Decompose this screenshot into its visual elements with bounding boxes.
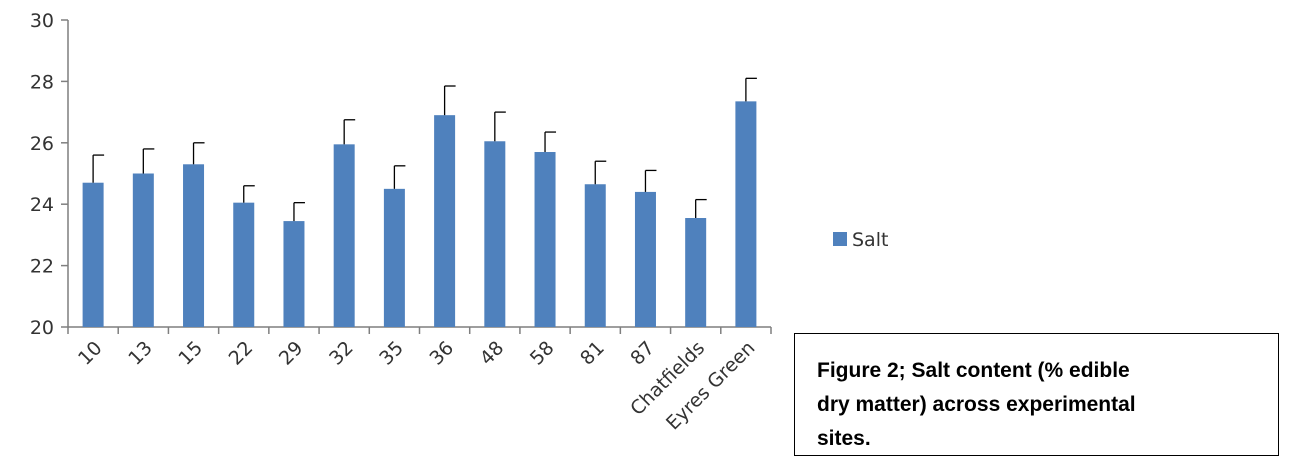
x-tick-label: 35 [375,337,408,370]
error-bars [92,77,757,222]
bar [685,218,707,327]
bar [484,141,506,327]
x-tick-label: 15 [174,337,207,370]
x-tick-label: 22 [225,337,258,370]
bar [183,164,205,327]
bar [383,188,405,327]
bar [132,173,154,327]
x-tick-label: 13 [124,337,157,370]
x-tick-label: 10 [74,337,107,370]
x-tick-label: 48 [476,337,509,370]
x-tick-label: 81 [576,337,609,370]
bar [735,101,757,327]
bar [434,115,456,327]
bar [333,144,355,327]
y-tick-label: 22 [30,256,54,278]
bar [534,152,556,327]
x-axis: 10 13 15 22 29 32 35 36 48 58 81 87ChatfieldsEyres … [67,326,772,434]
y-tick-label: 28 [30,71,54,93]
figure-caption-box: Figure 2; Salt content (% edible dry mat… [794,333,1279,456]
bar [82,182,104,327]
x-tick-label: 87 [626,337,659,370]
y-tick-label: 30 [30,10,54,32]
bar [283,221,305,327]
legend-label: Salt [852,229,888,251]
y-tick-label: 20 [30,317,54,339]
figure-caption: Figure 2; Salt content (% edible dry mat… [817,359,1136,450]
y-tick-label: 24 [30,194,54,216]
x-tick-label: Eyres Green [662,337,759,434]
bar [233,202,255,327]
bar [584,184,606,327]
y-axis: 20 22 24 26 28 30 [30,10,69,339]
bars [82,101,757,327]
legend: Salt [833,229,888,251]
x-tick-label: 29 [275,337,308,370]
legend-swatch [833,232,847,246]
x-tick-label: 32 [325,337,358,370]
y-tick-label: 26 [30,133,54,155]
x-tick-label: 36 [425,337,458,370]
x-tick-label: 58 [526,337,559,370]
bar [634,191,656,327]
